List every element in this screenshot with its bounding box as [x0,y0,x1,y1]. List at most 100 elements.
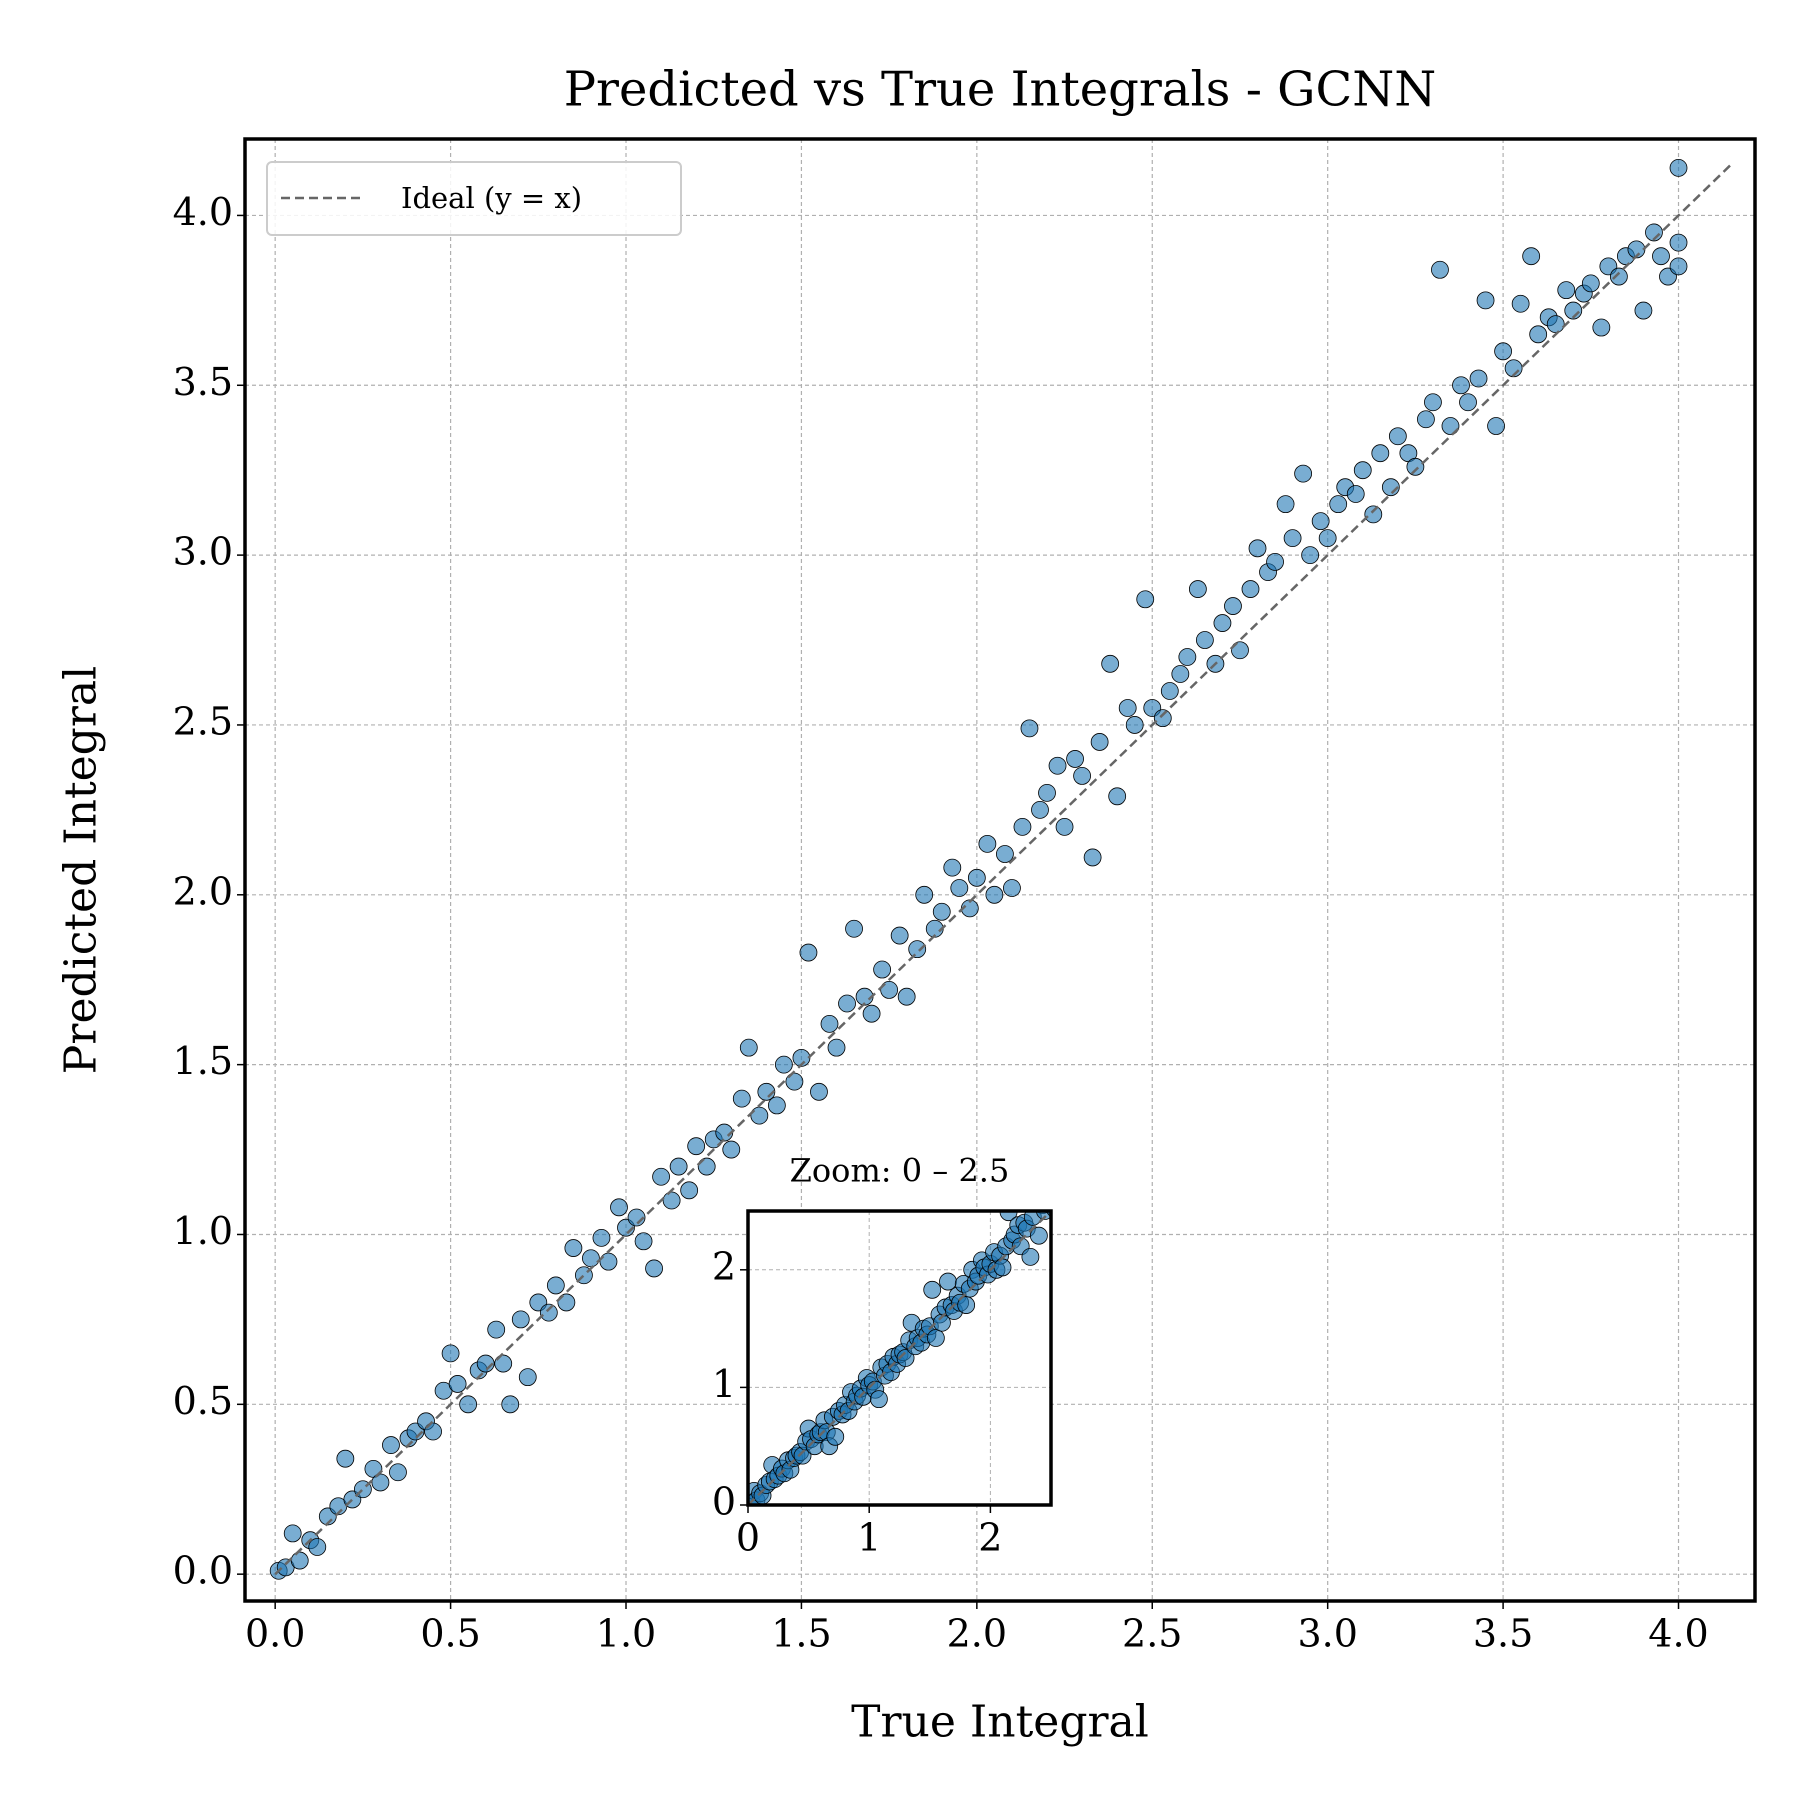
data-point [1417,410,1435,429]
data-point [1048,756,1067,775]
data-point [932,902,951,921]
inset-chart: 0 1 2 0 1 2 Zoom: 0 – 2.5 [712,1152,1053,1560]
y-axis-label: Predicted Integral [56,666,107,1074]
data-point [511,1310,530,1329]
data-point [290,1551,309,1570]
x-tick-label: 1.0 [596,1612,656,1656]
ideal-line [274,163,1733,1576]
y-tick-label: 4.0 [173,190,233,234]
data-point [1318,529,1337,548]
data-point [890,926,909,945]
data-point [1276,495,1295,514]
data-point [896,1349,915,1367]
data-point [669,1157,688,1176]
data-point [389,1463,407,1482]
data-point [908,940,927,959]
data-point [592,1228,611,1247]
x-tick-label: 1.5 [771,1612,831,1656]
data-point [862,1004,881,1023]
data-point [1125,716,1144,734]
data-point [1494,342,1512,361]
data-point [1669,257,1688,276]
y-tick-label: 3.0 [173,530,233,574]
data-point [1652,247,1670,266]
plot-area [269,158,1733,1580]
data-point [1511,294,1530,313]
data-point [1013,817,1032,836]
data-point [1083,848,1102,867]
data-point [1346,485,1365,503]
data-point [1452,376,1470,395]
data-point [1609,267,1628,286]
data-point [897,987,916,1006]
x-tick-label: 0.5 [420,1612,480,1656]
data-point [993,1258,1012,1277]
data-point [996,845,1014,863]
y-tick-label: 1.0 [173,1209,233,1253]
data-point [1353,461,1372,480]
data-point [799,943,818,962]
data-point [873,960,892,979]
data-point [1669,233,1688,252]
ideal-line [748,1211,1051,1505]
y-tick-label: 2 [712,1244,736,1288]
x-axis-label: True Integral [851,1697,1149,1748]
x-tick-label: 0 [736,1516,760,1560]
data-point [985,885,1004,904]
data-point [1090,733,1109,751]
data-point [1118,699,1137,717]
inset-plot-area [748,1211,1051,1505]
y-tick-label: 0.0 [173,1549,233,1593]
data-point [687,1137,706,1156]
data-point [1487,417,1505,435]
data-point [1241,580,1260,598]
data-point [487,1320,506,1339]
data-point [1294,464,1313,483]
data-point [1283,529,1302,548]
data-point [1364,505,1383,524]
data-point [1029,1226,1048,1245]
data-point [950,879,969,897]
data-point [336,1449,355,1468]
data-point [697,1157,716,1176]
data-point [1311,512,1330,531]
data-point [1231,641,1249,660]
data-point [1441,417,1460,435]
data-point [680,1181,699,1200]
x-tick-label: 3.0 [1297,1612,1357,1656]
data-point [1546,315,1565,334]
data-point [1160,682,1179,700]
data-point [1469,369,1488,388]
data-point [1581,274,1600,293]
data-point [634,1232,653,1251]
y-tick-label: 2.5 [173,699,233,743]
x-tick-label: 2.5 [1122,1612,1182,1656]
data-point [1424,393,1442,412]
data-point [967,868,986,887]
data-point [1153,709,1172,728]
data-point [1136,590,1155,609]
data-point [1003,879,1021,897]
data-point [1371,444,1390,463]
data-point [1431,260,1449,279]
data-point [1073,767,1091,785]
y-tick-label: 1.5 [173,1039,233,1083]
data-point [923,1280,942,1299]
data-point [1020,719,1039,738]
data-point [1038,783,1056,802]
data-point [518,1368,537,1387]
tick-labels: 0.0 0.5 1.0 1.5 2.0 2.5 3.0 3.5 4.0 0.0 0.5 1.0 1.5 2… [173,190,1709,1656]
data-point [283,1524,302,1543]
data-point [880,981,899,999]
data-point [1213,614,1232,632]
data-point [1592,318,1611,337]
data-point [441,1344,460,1363]
data-point [662,1191,681,1210]
data-point [722,1140,741,1159]
data-point [1188,580,1207,598]
data-point [539,1303,558,1322]
data-point [1195,631,1214,649]
data-point [1406,457,1425,476]
data-point [1266,553,1284,571]
data-point [371,1473,390,1492]
